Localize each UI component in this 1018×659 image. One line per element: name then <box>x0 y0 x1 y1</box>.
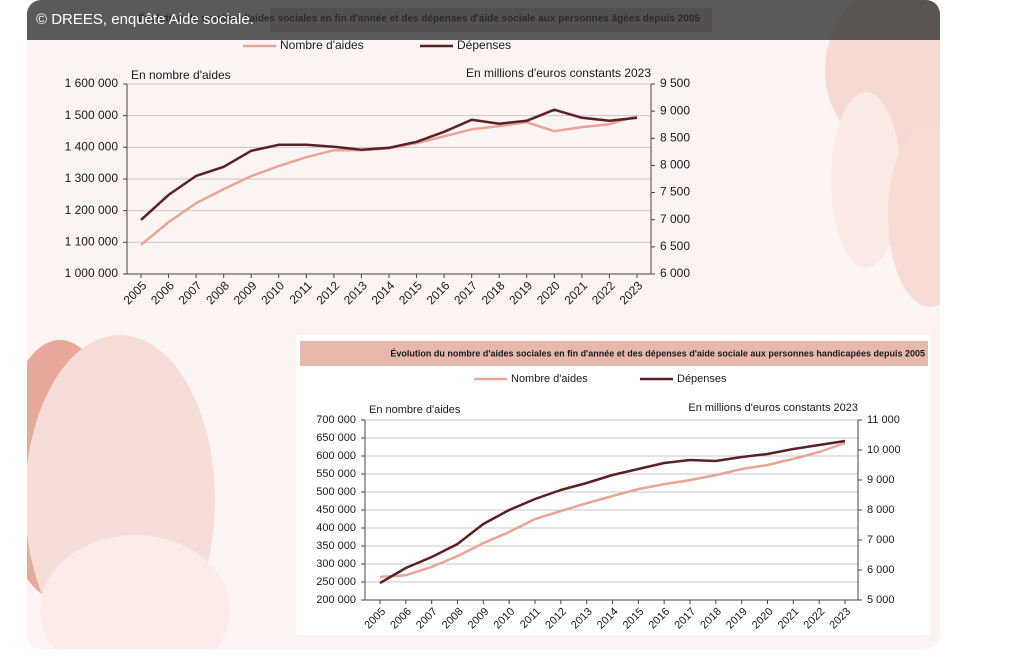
y-tick-label: 1 100 000 <box>65 235 119 249</box>
legend-label: Dépenses <box>677 373 727 385</box>
y-tick-label: 500 000 <box>316 486 356 498</box>
y2-axis-label: En millions d'euros constants 2023 <box>466 66 651 80</box>
caption-bg <box>27 0 940 40</box>
y2-tick-label: 11 000 <box>867 414 900 426</box>
y-axis-label: En nombre d'aides <box>369 404 461 416</box>
y2-tick-label: 6 000 <box>867 564 895 576</box>
caption-bar: © DREES, enquête Aide sociale. <box>27 0 940 40</box>
title-band <box>300 341 928 366</box>
y2-tick-label: 5 000 <box>867 594 895 606</box>
y2-tick-label: 8 000 <box>660 158 690 172</box>
y2-tick-label: 8 500 <box>660 130 690 144</box>
y-tick-label: 1 300 000 <box>65 171 119 185</box>
y2-tick-label: 7 000 <box>867 534 895 546</box>
panel <box>296 335 930 635</box>
legend-label: Dépenses <box>457 38 511 52</box>
y2-tick-label: 9 000 <box>660 103 690 117</box>
series-line <box>379 441 846 579</box>
y-tick-label: 1 500 000 <box>65 108 119 122</box>
y2-tick-label: 6 500 <box>660 239 690 253</box>
y2-tick-label: 9 000 <box>867 474 895 486</box>
blob <box>831 92 901 268</box>
caption: © DREES, enquête Aide sociale. <box>36 11 254 28</box>
y-tick-label: 1 600 000 <box>65 76 119 90</box>
blob <box>40 535 230 649</box>
y-tick-label: 1 200 000 <box>65 203 119 217</box>
series-line <box>140 108 638 221</box>
blob <box>888 123 940 307</box>
y-tick-label: 450 000 <box>316 504 356 516</box>
y-tick-label: 650 000 <box>316 432 356 444</box>
y-tick-label: 600 000 <box>316 450 356 462</box>
y-tick-label: 250 000 <box>316 576 356 588</box>
chart-title: Évolution du nombre d'aides sociales en … <box>390 348 925 358</box>
y2-axis-label: En millions d'euros constants 2023 <box>688 402 858 414</box>
y-tick-label: 300 000 <box>316 558 356 570</box>
y2-tick-label: 7 000 <box>660 212 690 226</box>
y2-tick-label: 9 500 <box>660 76 690 90</box>
y-axis-label: En nombre d'aides <box>131 68 231 82</box>
y2-tick-label: 10 000 <box>867 444 901 456</box>
y2-tick-label: 8 000 <box>867 504 895 516</box>
legend-label: Nombre d'aides <box>280 38 364 52</box>
y-tick-label: 350 000 <box>316 540 356 552</box>
y-tick-label: 1 000 000 <box>65 266 119 280</box>
y-tick-label: 700 000 <box>316 414 356 426</box>
y-tick-label: 1 400 000 <box>65 140 119 154</box>
y2-tick-label: 6 000 <box>660 266 690 280</box>
series-line <box>379 439 846 585</box>
y-tick-label: 200 000 <box>316 594 356 606</box>
y-tick-label: 400 000 <box>316 522 356 534</box>
y-tick-label: 550 000 <box>316 468 356 480</box>
legend-label: Nombre d'aides <box>511 373 588 385</box>
y2-tick-label: 7 500 <box>660 185 690 199</box>
